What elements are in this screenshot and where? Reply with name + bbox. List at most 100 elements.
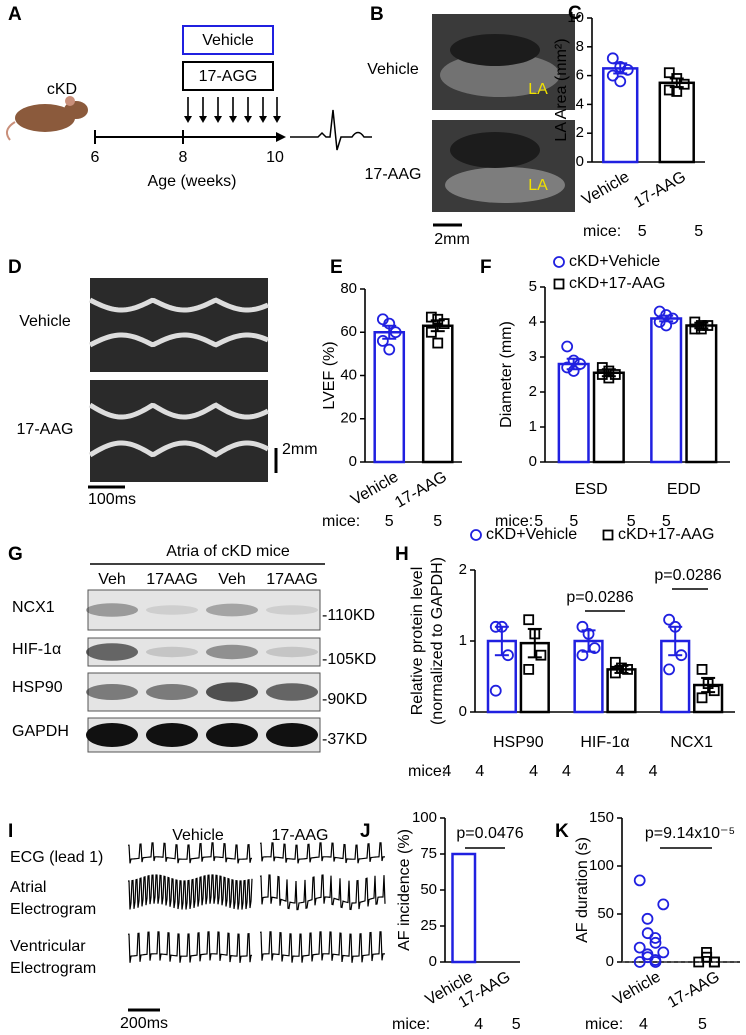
- mice-label: mice:: [585, 1016, 623, 1033]
- data-point: [523, 614, 535, 626]
- blot-band: [86, 643, 138, 661]
- data-point: [621, 63, 634, 76]
- y-axis-label: LA Area (mm²): [553, 38, 570, 141]
- data-point: [561, 361, 574, 374]
- blot-band: [266, 723, 318, 747]
- data-point: [596, 362, 608, 373]
- data-point: [576, 620, 589, 633]
- data-point: [438, 318, 450, 330]
- legend-label: cKD+17-AAG: [618, 526, 714, 543]
- lane-label: 17AAG: [146, 571, 198, 588]
- blot-band: [206, 603, 258, 617]
- y-tick-label: 2: [576, 124, 584, 141]
- mice-count: 4: [616, 763, 625, 780]
- x-tick-label: Vehicle: [348, 468, 401, 509]
- scale-label: 100ms: [88, 491, 136, 508]
- axis-label: Age (weeks): [148, 173, 237, 190]
- y-tick-label: 4: [576, 95, 584, 112]
- data-point: [383, 343, 396, 356]
- data-point: [702, 320, 714, 331]
- trace: [259, 842, 386, 864]
- row-label: ECG (lead 1): [10, 849, 103, 866]
- echo-texture: [450, 34, 540, 66]
- data-point: [657, 898, 670, 911]
- mmode-image: [90, 380, 268, 482]
- size-label: -90KD: [322, 691, 367, 708]
- mice-count: 4: [649, 763, 658, 780]
- data-point: [666, 312, 679, 325]
- mmode-wall: [88, 297, 269, 313]
- column-label: 17-AAG: [272, 827, 329, 844]
- panel-label: F: [480, 257, 492, 278]
- group-label: 17-AGG: [199, 68, 258, 85]
- legend-marker: [553, 278, 565, 290]
- blot-band: [146, 723, 198, 747]
- y-tick-label: 25: [420, 917, 437, 934]
- panel-g: G Atria of cKD mice Veh 17AAG Veh 17AAG …: [8, 543, 376, 753]
- data-point: [663, 67, 675, 79]
- bar: [451, 852, 477, 964]
- y-tick-label: 2: [459, 561, 467, 578]
- mmode-image: [90, 278, 268, 372]
- x-tick-label: 17-AAG: [665, 968, 723, 1011]
- age-label: 6: [91, 149, 100, 166]
- data-point: [606, 52, 619, 65]
- row-label: 17-AAG: [365, 166, 422, 183]
- panel-label: C: [568, 3, 582, 24]
- protein-label: HIF-1α: [12, 641, 61, 658]
- mice-count: 5: [385, 513, 394, 530]
- data-point: [535, 649, 547, 661]
- panel-b: B Vehicle 17-AAG LA LA 2mm: [365, 4, 575, 248]
- mice-count: 4: [474, 1016, 483, 1033]
- mice-label: mice:: [322, 513, 360, 530]
- data-point: [649, 936, 662, 949]
- data-point: [425, 326, 437, 338]
- data-point: [633, 941, 646, 954]
- panel-a: A cKD Vehicle 17-AGG 6 8 10 Age (weeks): [5, 4, 372, 190]
- mice-count: 5: [694, 223, 703, 240]
- panel-label: D: [8, 257, 22, 278]
- y-axis-label: (normalized to GAPDH): [429, 557, 446, 725]
- bar: [592, 371, 625, 464]
- data-point: [641, 948, 654, 961]
- y-tick-label: 0: [459, 703, 467, 720]
- data-point: [678, 78, 690, 90]
- blot-band: [146, 684, 198, 700]
- mice-label: mice:: [495, 513, 533, 530]
- x-tick-label: NCX1: [670, 734, 713, 751]
- data-point: [696, 664, 708, 675]
- blot-band: [86, 684, 138, 700]
- y-tick-label: 60: [340, 323, 357, 340]
- trace: [127, 874, 253, 910]
- annotation: p=0.0286: [654, 567, 721, 584]
- mice-count: 4: [529, 763, 538, 780]
- y-tick-label: 1: [459, 632, 467, 649]
- panel-i: I Vehicle 17-AAG ECG (lead 1) Atrial Ele…: [8, 821, 386, 1032]
- data-point: [708, 685, 720, 697]
- y-tick-label: 150: [589, 809, 614, 826]
- data-point: [633, 874, 646, 887]
- blot-band: [266, 646, 318, 658]
- data-point: [425, 311, 437, 323]
- timeline-arrow: [276, 132, 286, 142]
- bar: [486, 639, 517, 714]
- ecg-icon: [290, 109, 372, 151]
- mice-count: 4: [639, 1016, 648, 1033]
- age-label: 10: [266, 149, 284, 166]
- panel-label: J: [360, 821, 371, 842]
- mice-count: 4: [475, 763, 484, 780]
- trace: [127, 931, 253, 963]
- data-point: [523, 664, 535, 675]
- y-tick-label: 5: [529, 278, 537, 295]
- data-point: [696, 692, 708, 704]
- protein-label: GAPDH: [12, 723, 69, 740]
- legend-marker: [553, 256, 565, 268]
- arrow-heads: [184, 116, 281, 123]
- echo-texture: [440, 53, 560, 97]
- lane-label: 17AAG: [266, 571, 318, 588]
- data-point: [432, 337, 444, 349]
- data-point: [663, 613, 675, 626]
- y-tick-label: 0: [576, 153, 584, 170]
- data-point: [641, 912, 654, 925]
